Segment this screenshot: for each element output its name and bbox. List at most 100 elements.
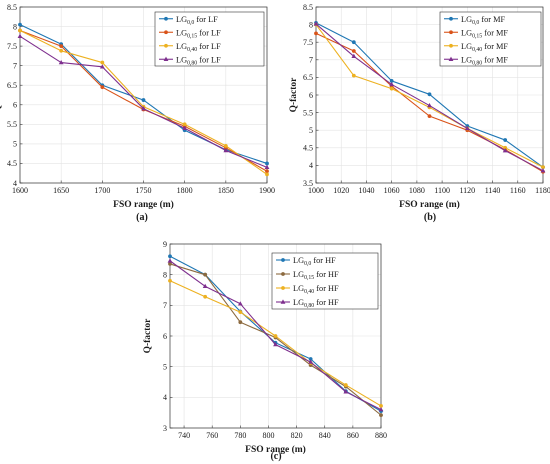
plot-frame	[169, 243, 382, 429]
legend-item: LG0,80 for LF	[159, 55, 221, 66]
legend: LG0,0 for LF LG0,15 for LF LG0,40 for LF LG…	[154, 11, 265, 67]
data-point-marker	[273, 334, 278, 338]
data-point-marker	[265, 169, 269, 174]
x-tick-label: 1160	[510, 186, 526, 195]
y-tick-label: 7	[163, 301, 167, 310]
chart-panel-3: 740 760 780 800 820 840 860 880 3 4 5 6 7 8 9 FSO range…	[143, 240, 387, 462]
data-point-marker	[343, 383, 348, 387]
panel-label: (a)	[136, 212, 148, 223]
legend-item: LG0,40 for HF	[276, 284, 339, 295]
data-point-marker	[379, 404, 383, 408]
y-tick-label: 8.5	[303, 3, 313, 12]
data-point-marker	[389, 81, 395, 87]
panel-label: (b)	[424, 212, 436, 223]
x-tick-label: 820	[291, 431, 303, 440]
legend-item: LG0,15 for MF	[444, 28, 508, 39]
x-tick-label: 760	[206, 431, 218, 440]
y-axis-label: Q-factor	[0, 77, 3, 113]
chart-panel-2: 1000 1020 1040 1060 1080 1100 1120 1140 1160 1180…	[289, 3, 550, 223]
data-point-marker	[265, 161, 269, 166]
data-point-marker	[182, 122, 187, 127]
data-point-marker	[237, 301, 243, 306]
x-tick-label: 1000	[308, 186, 324, 195]
y-tick-label: 6	[309, 91, 313, 100]
plot-frame	[19, 6, 268, 184]
y-tick-label: 5	[13, 140, 17, 149]
legend-box	[154, 11, 265, 67]
data-point-marker	[100, 85, 105, 90]
legend-item: LG0,40 for MF	[444, 42, 508, 53]
data-point-marker	[343, 389, 349, 394]
x-axis-label: FSO range (m)	[113, 199, 174, 210]
legend-swatch-marker	[164, 43, 168, 48]
y-tick-label: 5.5	[303, 108, 313, 117]
legend-swatch-marker	[280, 299, 286, 304]
y-tick-label: 5	[163, 362, 167, 371]
data-point-marker	[308, 359, 314, 364]
data-point-marker	[141, 106, 146, 111]
x-tick-label: 860	[347, 431, 359, 440]
y-tick-label: 3	[163, 424, 167, 433]
data-point-marker	[389, 79, 394, 83]
legend-item: LG0,80 for MF	[444, 55, 508, 66]
x-tick-label: 1800	[177, 186, 193, 195]
legend-swatch-marker	[163, 56, 169, 61]
y-tick-label: 8	[13, 22, 17, 31]
series-4	[167, 258, 384, 412]
legend-label: LG0,0 for LF	[176, 15, 218, 26]
legend-label: LG0,0 for MF	[461, 15, 506, 26]
x-tick-label: 1600	[12, 186, 28, 195]
legend-item: LG0,80 for HF	[276, 298, 339, 309]
y-tick-label: 8	[163, 270, 167, 279]
x-tick-label: 1700	[94, 186, 110, 195]
data-point-marker	[168, 254, 172, 259]
data-point-marker	[203, 294, 208, 299]
y-tick-label: 8	[309, 20, 313, 29]
data-point-marker	[168, 278, 172, 283]
data-point-marker	[168, 262, 172, 266]
legend-swatch-marker	[281, 272, 285, 276]
legend-label: LG0,15 for MF	[461, 28, 508, 39]
data-point-marker	[265, 172, 269, 177]
y-tick-label: 3.5	[303, 179, 313, 188]
data-point-marker	[378, 407, 384, 412]
x-tick-label: 780	[234, 431, 246, 440]
legend-swatch-marker	[449, 43, 453, 48]
data-point-marker	[379, 413, 383, 418]
y-axis-label: Q-factor	[143, 318, 153, 354]
data-point-marker	[502, 148, 508, 153]
data-point-marker	[541, 165, 545, 170]
legend-label: LG0,15 for HF	[293, 270, 339, 281]
legend-label: LG0,80 for LF	[176, 55, 221, 66]
y-tick-label: 7.5	[7, 42, 17, 51]
data-point-marker	[389, 86, 394, 91]
data-point-marker	[17, 33, 23, 39]
data-point-marker	[238, 320, 243, 325]
chart-panel-1: 1600 1650 1700 1750 1800 1850 1900 4 4.5 5 5.5 6 6.5…	[0, 3, 275, 223]
data-point-marker	[273, 341, 278, 347]
data-point-marker	[223, 143, 228, 148]
legend-item: LG0,15 for HF	[276, 270, 339, 281]
y-axis-label: Q-factor	[289, 77, 299, 113]
data-point-marker	[167, 258, 173, 263]
legend-label: LG0,40 for LF	[176, 42, 221, 53]
x-tick-label: 1140	[485, 186, 501, 195]
data-point-marker	[99, 64, 105, 69]
y-tick-label: 4.5	[7, 159, 17, 168]
data-point-marker	[503, 138, 508, 142]
x-tick-label: 880	[375, 431, 387, 440]
y-tick-label: 6.5	[303, 73, 313, 82]
y-tick-label: 6.5	[7, 81, 17, 90]
y-tick-label: 4	[163, 393, 167, 402]
x-tick-label: 1750	[136, 186, 152, 195]
legend-item: LG0,15 for LF	[159, 28, 221, 39]
data-point-marker	[59, 44, 64, 49]
data-point-marker	[203, 272, 208, 277]
series-4	[313, 21, 546, 173]
y-tick-label: 5	[309, 126, 313, 135]
data-point-marker	[18, 22, 22, 27]
x-tick-label: 1040	[358, 186, 374, 195]
legend-item: LG0,40 for LF	[159, 42, 221, 53]
legend-swatch-marker	[164, 30, 168, 35]
data-point-marker	[351, 49, 356, 53]
